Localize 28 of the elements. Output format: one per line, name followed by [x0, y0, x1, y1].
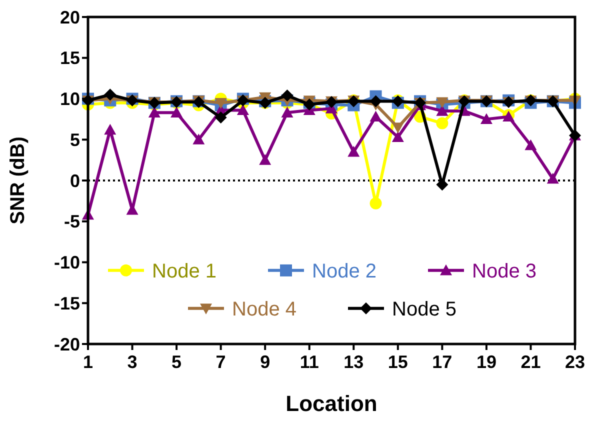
y-axis-title: SNR (dB): [7, 136, 29, 224]
y-tick-label: -20: [54, 334, 80, 354]
y-tick-label: -10: [54, 252, 80, 273]
x-tick-label: 21: [520, 352, 541, 372]
y-tick-label: 20: [60, 7, 80, 28]
y-tick-label: -5: [64, 212, 80, 232]
x-tick-label: 9: [260, 352, 270, 372]
legend-label: Node 1: [152, 260, 216, 282]
x-tick-label: 1: [82, 352, 94, 372]
x-tick-label: 19: [476, 352, 496, 372]
legend-label: Node 3: [472, 260, 536, 282]
x-tick-label: 17: [432, 352, 452, 372]
x-tick-label: 3: [127, 352, 138, 372]
y-tick-label: 10: [60, 89, 80, 110]
y-tick-label: -15: [54, 293, 80, 314]
x-tick-label: 5: [172, 352, 182, 372]
x-tick-label: 23: [564, 352, 586, 372]
y-tick-label: 5: [70, 130, 80, 150]
legend-label: Node 2: [312, 260, 376, 282]
y-tick-label: 0: [70, 170, 80, 191]
legend-label: Node 5: [392, 298, 456, 320]
x-tick-label: 15: [388, 352, 408, 372]
x-axis-title: Location: [286, 391, 378, 416]
x-tick-label: 11: [300, 352, 319, 372]
x-tick-label: 7: [216, 352, 226, 372]
y-tick-label: 15: [60, 48, 80, 68]
legend-label: Node 4: [232, 298, 296, 320]
x-tick-label: 13: [344, 352, 364, 372]
